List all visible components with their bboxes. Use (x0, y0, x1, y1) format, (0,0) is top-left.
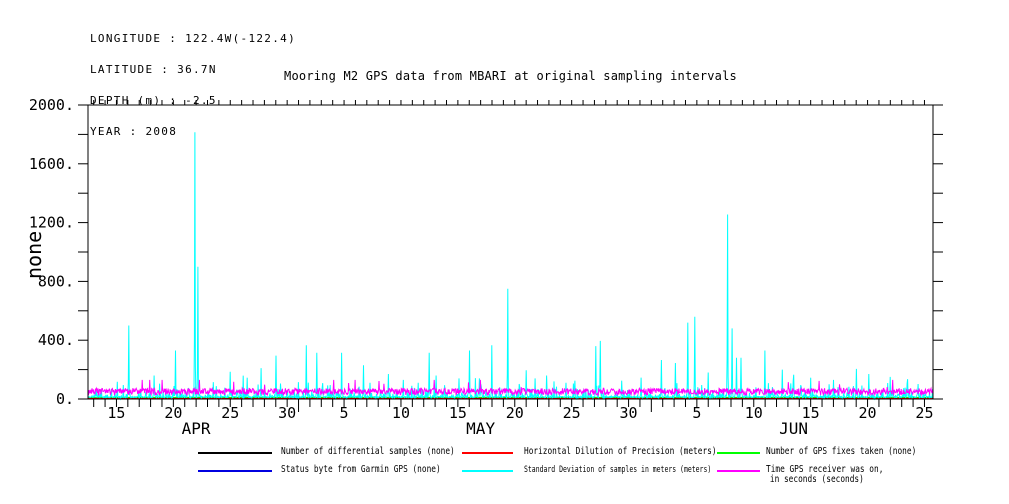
legend-label: Status byte from Garmin GPS (none) (281, 464, 441, 475)
legend-label-line1: Time GPS receiver was on, (766, 464, 884, 475)
metadata-depth: DEPTH (m) : -2.5 (90, 94, 217, 108)
month-label: MAY (466, 419, 495, 438)
legend-line-sample (198, 470, 272, 472)
x-tick-label: 25 (915, 404, 933, 422)
x-tick-label: 20 (164, 404, 182, 422)
metadata-year: YEAR : 2008 (90, 125, 178, 139)
month-label: APR (182, 419, 211, 438)
x-tick-label: 15 (802, 404, 820, 422)
y-tick-label: 1200. (29, 214, 74, 232)
y-tick-label: 400. (38, 331, 74, 349)
series-standard-deviation-of-samples-in-meters-meters (87, 132, 934, 401)
legend-label: Time GPS receiver was on, in seconds (sec… (766, 465, 883, 485)
y-tick-label: 2000. (29, 96, 74, 114)
legend-line-sample (717, 452, 760, 454)
x-tick-label: 5 (692, 404, 701, 422)
legend-label: Standard Deviation of samples in meters … (524, 465, 712, 475)
metadata-block: LONGITUDE : 122.4W(-122.4) LATITUDE : 36… (90, 13, 296, 159)
legend-label: Number of GPS fixes taken (none) (766, 446, 917, 457)
x-tick-label: 30 (278, 404, 296, 422)
y-tick-label: 800. (38, 272, 74, 290)
y-tick-label: 0. (56, 390, 74, 408)
x-tick-label: 20 (506, 404, 524, 422)
x-tick-label: 15 (107, 404, 125, 422)
legend-line-sample (717, 470, 760, 472)
legend-line-sample (198, 452, 272, 454)
y-tick-label: 1600. (29, 155, 74, 173)
legend-label-line2: in seconds (seconds) (769, 474, 864, 485)
x-tick-label: 25 (563, 404, 581, 422)
x-tick-label: 10 (745, 404, 763, 422)
metadata-latitude: LATITUDE : 36.7N (90, 63, 217, 77)
axes: 0. 400. 800. 1200. 1600. 2000. 15 20 25 30 APR 5 10 1… (29, 96, 943, 438)
x-tick-label: 15 (449, 404, 467, 422)
x-tick-label: 30 (620, 404, 638, 422)
month-label: JUN (779, 419, 808, 438)
x-tick-label: 5 (340, 404, 349, 422)
metadata-longitude: LONGITUDE : 122.4W(-122.4) (90, 31, 296, 45)
legend-line-sample (462, 452, 513, 454)
x-tick-label: 10 (392, 404, 410, 422)
x-tick-label: 20 (859, 404, 877, 422)
legend-label: Number of differential samples (none) (281, 446, 455, 457)
legend-line-sample (462, 470, 513, 472)
x-tick-label: 25 (221, 404, 239, 422)
chart-title: Mooring M2 GPS data from MBARI at origin… (284, 69, 737, 83)
legend-label: Horizontal Dilution of Precision (meters… (524, 446, 717, 457)
series-time-gps-receiver-was-on-in-seconds-seconds (87, 379, 934, 397)
